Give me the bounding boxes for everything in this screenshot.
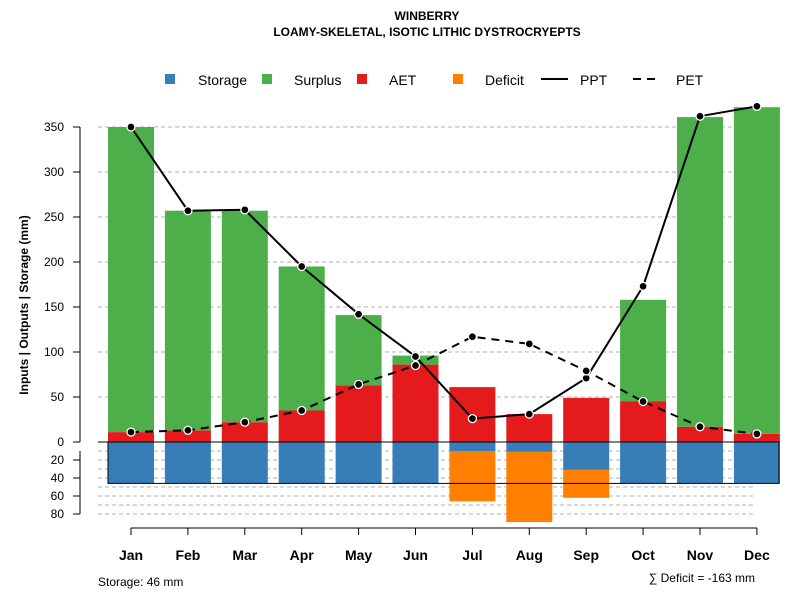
legend: Storage Surplus AET Deficit PPT PET	[165, 72, 704, 88]
y-tick-label: 350	[44, 120, 64, 134]
chart-title: WINBERRY	[395, 9, 460, 23]
storage-bar	[392, 442, 439, 484]
legend-swatch-deficit	[453, 74, 463, 84]
x-tick-label: Oct	[631, 547, 655, 563]
aet-bar	[677, 426, 723, 442]
y-tick-label-lower: 40	[51, 471, 65, 485]
pet-line	[130, 335, 758, 435]
x-tick-label: Dec	[744, 547, 770, 563]
aet-bar	[335, 385, 382, 442]
surplus-bar	[620, 299, 667, 402]
legend-label-surplus: Surplus	[294, 72, 341, 88]
legend-label-aet: AET	[389, 72, 417, 88]
aet-bar	[392, 364, 439, 442]
aet-bar	[278, 410, 325, 442]
surplus-bar	[221, 210, 268, 423]
chart-subtitle: LOAMY-SKELETAL, ISOTIC LITHIC DYSTROCRYE…	[273, 25, 580, 39]
legend-label-ppt: PPT	[580, 72, 608, 88]
y-tick-label: 0	[57, 435, 64, 449]
x-tick-label: Aug	[516, 547, 543, 563]
pet-point	[695, 422, 705, 432]
x-tick-label: Nov	[687, 547, 714, 563]
storage-bar	[506, 442, 553, 452]
legend-swatch-storage	[165, 74, 175, 84]
x-tick-label: Jul	[462, 547, 482, 563]
ppt-point	[467, 413, 478, 424]
pet-point	[240, 417, 250, 427]
y-tick-label: 100	[44, 345, 64, 359]
storage-note: Storage: 46 mm	[98, 575, 183, 589]
y-axis-label: Inputs | Outputs | Storage (mm)	[17, 215, 31, 394]
pet-point	[126, 427, 136, 437]
bars	[98, 107, 780, 523]
pet-point	[581, 366, 591, 376]
y-tick-label: 150	[44, 300, 64, 314]
deficit-bar	[449, 451, 496, 502]
aet-bar	[108, 432, 154, 442]
axes: 0 50 100 150 200 250 300 350 20 40 60 80 Jan Feb Mar Ap…	[44, 120, 770, 563]
x-tick-label: Jan	[119, 547, 143, 563]
y-tick-label: 300	[44, 165, 64, 179]
pet-point	[183, 425, 193, 435]
pet-point	[410, 360, 421, 371]
storage-bar	[335, 442, 382, 484]
ppt-point	[752, 101, 762, 111]
storage-bar	[620, 442, 667, 484]
ppt-point	[183, 206, 193, 216]
ppt-point	[353, 309, 364, 319]
ppt-point	[410, 351, 421, 362]
surplus-bar	[677, 117, 723, 427]
surplus-bar	[108, 127, 154, 433]
pet-point	[752, 429, 762, 439]
storage-bar	[563, 442, 610, 470]
storage-bar	[677, 442, 723, 484]
deficit-bar	[506, 451, 553, 523]
ppt-point	[524, 409, 534, 419]
series-lines	[126, 101, 762, 439]
legend-label-pet: PET	[676, 72, 704, 88]
x-tick-label: May	[345, 547, 372, 563]
pet-point	[353, 379, 364, 390]
y-tick-label: 250	[44, 210, 64, 224]
x-tick-label: Sep	[573, 547, 599, 563]
aet-bar	[164, 430, 211, 442]
storage-bar	[733, 442, 780, 484]
y-tick-label: 50	[51, 390, 65, 404]
legend-label-storage: Storage	[198, 72, 247, 88]
legend-label-deficit: Deficit	[485, 72, 524, 88]
x-tick-label: Feb	[175, 547, 200, 563]
x-tick-label: Mar	[232, 547, 257, 563]
ppt-point	[126, 122, 136, 132]
storage-bar	[221, 442, 268, 484]
surplus-bar	[164, 210, 211, 431]
aet-bar	[563, 397, 610, 442]
ppt-point	[638, 281, 648, 291]
y-tick-label-lower: 60	[51, 489, 65, 503]
y-tick-label-lower: 80	[51, 507, 65, 521]
deficit-note: ∑ Deficit = -163 mm	[649, 571, 755, 585]
legend-swatch-aet	[357, 74, 367, 84]
ppt-line	[130, 105, 758, 420]
storage-bar	[108, 442, 154, 484]
pet-point	[467, 332, 478, 342]
y-tick-label-lower: 20	[51, 453, 65, 467]
storage-bar	[449, 442, 496, 451]
ppt-point	[695, 111, 705, 121]
legend-swatch-surplus	[262, 74, 272, 84]
pet-point	[297, 405, 307, 416]
y-tick-label: 200	[44, 255, 64, 269]
x-tick-label: Jun	[403, 547, 428, 563]
pet-point	[524, 339, 534, 349]
x-tick-label: Apr	[290, 547, 315, 563]
surplus-bar	[733, 107, 780, 434]
pet-point	[638, 396, 648, 407]
storage-bar	[278, 442, 325, 484]
aet-bar	[221, 422, 268, 442]
ppt-point	[297, 261, 307, 272]
surplus-bar	[278, 266, 325, 411]
ppt-point	[240, 205, 250, 215]
storage-bar	[164, 442, 211, 484]
